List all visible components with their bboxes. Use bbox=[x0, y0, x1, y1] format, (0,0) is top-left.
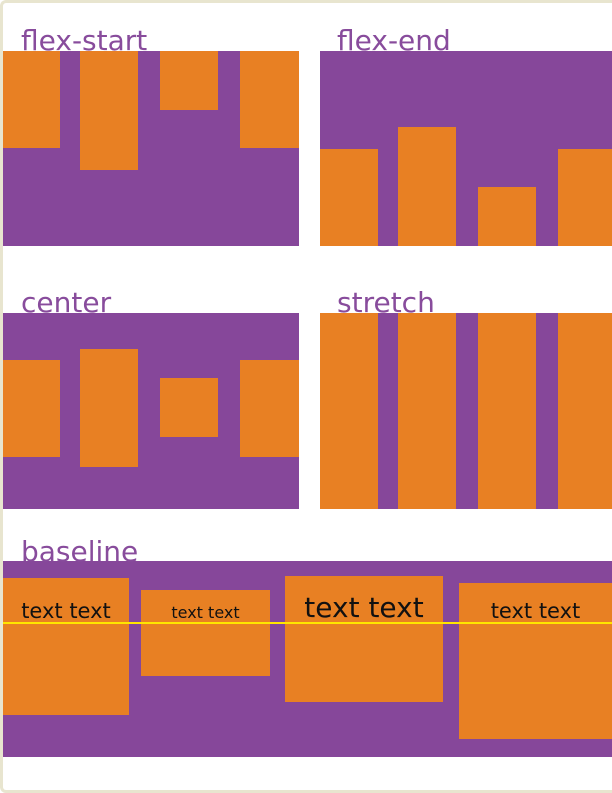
flex-start-item-4 bbox=[240, 51, 299, 148]
center-item-3 bbox=[160, 378, 218, 437]
baseline-item-3-text: text text bbox=[304, 591, 424, 624]
flex-end-item-4 bbox=[558, 149, 612, 246]
baseline-item-4-text: text text bbox=[490, 599, 581, 623]
baseline-item-1: text text bbox=[3, 578, 129, 715]
baseline-item-2-text: text text bbox=[171, 603, 240, 622]
stretch-item-1 bbox=[320, 313, 378, 509]
flex-start-item-2 bbox=[80, 51, 138, 170]
stretch-item-2 bbox=[398, 313, 456, 509]
baseline-guide-line bbox=[3, 622, 612, 624]
flex-end-item-2 bbox=[398, 127, 456, 246]
baseline-container: text text text text text text text text bbox=[3, 561, 612, 757]
flex-end-item-1 bbox=[320, 149, 378, 246]
stretch-item-3 bbox=[478, 313, 536, 509]
center-item-1 bbox=[3, 360, 60, 457]
flex-start-container bbox=[3, 51, 299, 246]
flex-start-item-3 bbox=[160, 51, 218, 110]
stretch-item-4 bbox=[558, 313, 612, 509]
flex-end-item-3 bbox=[478, 187, 536, 246]
baseline-item-1-text: text text bbox=[21, 599, 111, 623]
baseline-item-2: text text bbox=[141, 590, 270, 676]
flex-start-label: flex-start bbox=[21, 24, 148, 57]
flex-start-item-1 bbox=[3, 51, 60, 148]
stretch-container bbox=[320, 313, 612, 509]
stretch-label: stretch bbox=[337, 286, 435, 319]
flex-end-container bbox=[320, 51, 612, 246]
center-label: center bbox=[21, 286, 112, 319]
baseline-item-3: text text bbox=[285, 576, 443, 702]
center-item-2 bbox=[80, 349, 138, 467]
center-item-4 bbox=[240, 360, 299, 457]
baseline-label: baseline bbox=[21, 535, 139, 568]
baseline-item-4: text text bbox=[459, 583, 612, 739]
center-container bbox=[3, 313, 299, 509]
flex-end-label: flex-end bbox=[337, 24, 451, 57]
